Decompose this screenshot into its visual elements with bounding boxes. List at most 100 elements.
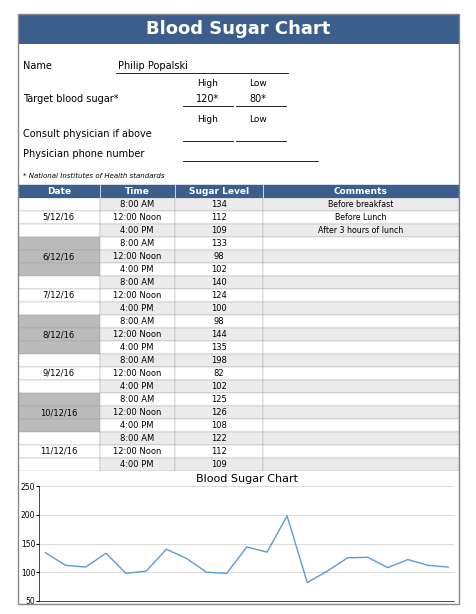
Bar <box>262 276 458 289</box>
Bar <box>99 211 174 224</box>
Text: Blood Sugar Chart: Blood Sugar Chart <box>146 20 330 38</box>
Text: 12:00 Noon: 12:00 Noon <box>113 252 161 261</box>
Bar <box>99 198 174 211</box>
Bar <box>262 184 458 198</box>
Bar <box>174 445 262 458</box>
Bar <box>18 445 99 458</box>
Bar <box>174 289 262 302</box>
Text: 135: 135 <box>210 343 226 352</box>
Text: 120*: 120* <box>196 94 219 104</box>
Text: 8:00 AM: 8:00 AM <box>119 239 154 248</box>
Text: 6/12/16: 6/12/16 <box>42 252 75 261</box>
Bar <box>18 393 99 406</box>
Text: 102: 102 <box>210 265 226 274</box>
Bar <box>18 315 99 328</box>
Bar <box>262 224 458 237</box>
Bar <box>99 224 174 237</box>
Bar <box>18 224 99 237</box>
Text: After 3 hours of lunch: After 3 hours of lunch <box>317 226 403 235</box>
Text: 124: 124 <box>210 291 226 300</box>
Bar <box>99 289 174 302</box>
Text: * National Institutes of Health standards: * National Institutes of Health standard… <box>23 173 164 179</box>
Bar <box>18 198 99 211</box>
Text: 4:00 PM: 4:00 PM <box>120 460 153 469</box>
Bar <box>18 341 99 354</box>
Bar <box>18 276 99 289</box>
Bar <box>174 276 262 289</box>
Bar <box>99 406 174 419</box>
Bar <box>18 250 99 263</box>
Bar <box>18 328 99 341</box>
Text: Consult physician if above: Consult physician if above <box>23 129 151 139</box>
Bar <box>99 393 174 406</box>
Bar <box>99 315 174 328</box>
Bar <box>262 263 458 276</box>
Text: 9/12/16: 9/12/16 <box>43 369 75 378</box>
Bar <box>99 354 174 367</box>
Text: 98: 98 <box>213 317 224 326</box>
Text: Before breakfast: Before breakfast <box>327 200 393 209</box>
Bar <box>262 302 458 315</box>
Text: High: High <box>197 79 218 88</box>
Bar <box>99 432 174 445</box>
Bar <box>18 458 99 471</box>
Text: Date: Date <box>47 187 71 195</box>
Bar <box>99 250 174 263</box>
Bar <box>262 367 458 380</box>
Text: High: High <box>197 114 218 123</box>
Text: Low: Low <box>248 114 266 123</box>
Text: 108: 108 <box>210 421 226 430</box>
Bar <box>18 237 99 250</box>
Text: Sugar Level: Sugar Level <box>188 187 248 195</box>
Bar <box>18 406 99 419</box>
Bar <box>262 315 458 328</box>
Bar <box>18 263 99 276</box>
Text: 4:00 PM: 4:00 PM <box>120 226 153 235</box>
Text: 112: 112 <box>210 213 226 222</box>
Bar <box>174 328 262 341</box>
Bar <box>262 211 458 224</box>
Text: Name: Name <box>23 61 52 71</box>
Text: 8:00 AM: 8:00 AM <box>119 356 154 365</box>
Bar <box>262 380 458 393</box>
Bar <box>174 315 262 328</box>
Text: 109: 109 <box>210 226 226 235</box>
Text: 126: 126 <box>210 408 226 417</box>
Text: 12:00 Noon: 12:00 Noon <box>113 291 161 300</box>
Bar <box>18 380 99 393</box>
Bar <box>262 445 458 458</box>
Text: 140: 140 <box>210 278 226 287</box>
Text: 4:00 PM: 4:00 PM <box>120 265 153 274</box>
Bar <box>18 289 99 302</box>
Text: 4:00 PM: 4:00 PM <box>120 421 153 430</box>
Bar <box>262 198 458 211</box>
Text: 122: 122 <box>210 434 226 443</box>
Text: 8:00 AM: 8:00 AM <box>119 278 154 287</box>
Title: Blood Sugar Chart: Blood Sugar Chart <box>196 474 297 484</box>
Bar <box>18 184 99 198</box>
Text: 8:00 AM: 8:00 AM <box>119 395 154 404</box>
Bar <box>262 419 458 432</box>
Text: 8/12/16: 8/12/16 <box>42 330 75 339</box>
Bar <box>18 367 99 380</box>
Text: 11/12/16: 11/12/16 <box>40 447 77 456</box>
Bar <box>99 184 174 198</box>
Bar <box>18 211 99 224</box>
Text: 8:00 AM: 8:00 AM <box>119 317 154 326</box>
Bar <box>174 250 262 263</box>
Bar <box>174 184 262 198</box>
Text: Target blood sugar*: Target blood sugar* <box>23 94 118 104</box>
Bar <box>99 458 174 471</box>
Text: Low: Low <box>248 79 266 88</box>
Text: 80*: 80* <box>249 94 266 104</box>
Bar <box>174 237 262 250</box>
Bar <box>99 419 174 432</box>
Text: 12:00 Noon: 12:00 Noon <box>113 447 161 456</box>
Bar <box>99 276 174 289</box>
Bar <box>262 406 458 419</box>
Bar <box>174 380 262 393</box>
Text: 98: 98 <box>213 252 224 261</box>
Text: 102: 102 <box>210 382 226 391</box>
Text: 8:00 AM: 8:00 AM <box>119 200 154 209</box>
Bar <box>174 211 262 224</box>
